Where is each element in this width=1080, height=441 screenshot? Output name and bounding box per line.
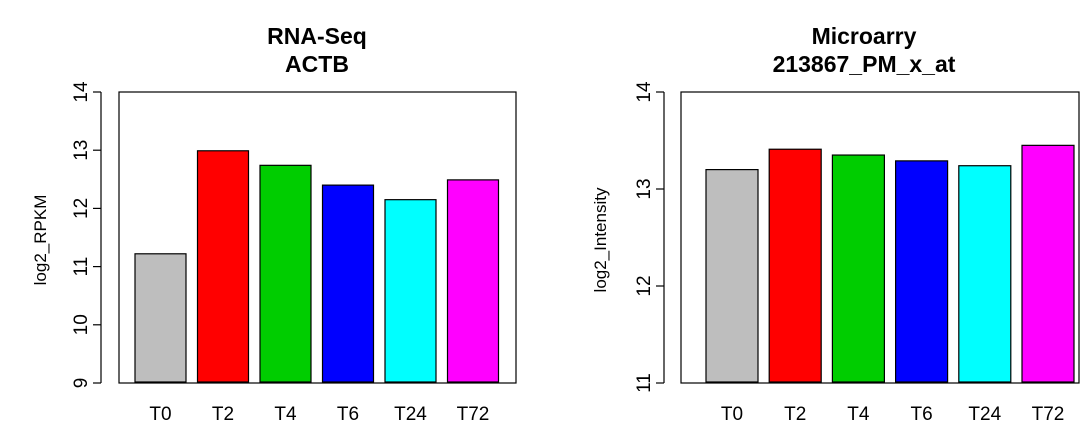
category-label-t24: T24 [394, 404, 427, 425]
category-label-t2: T2 [784, 404, 806, 425]
y-tick-label: 13 [634, 178, 655, 199]
y-axis: 9 10 11 12 13 14 [71, 81, 102, 389]
chart-title: Microarry [812, 23, 917, 49]
category-label-t4: T4 [847, 404, 870, 425]
x-axis-labels: T0 T2 T4 T6 T24 T72 [721, 404, 1064, 425]
bar-t24 [958, 165, 1012, 383]
category-label-t6: T6 [911, 404, 933, 425]
bar-t6 [321, 184, 375, 383]
y-tick-label: 14 [634, 81, 655, 103]
x-axis-labels: T0 T2 T4 T6 T24 T72 [149, 404, 489, 425]
category-label-t4: T4 [274, 404, 297, 425]
plot-frame [680, 91, 1080, 384]
bar-t2 [196, 150, 250, 383]
bar-t72 [446, 179, 500, 383]
y-axis-label: log2_RPKM [31, 195, 50, 286]
category-label-t72: T72 [457, 404, 490, 425]
y-tick-label: 14 [71, 81, 92, 103]
chart-title: RNA-Seq [267, 23, 367, 49]
y-axis-label: log2_Intensity [591, 187, 610, 292]
bar-t4 [831, 154, 886, 383]
y-tick-label: 11 [634, 373, 655, 393]
bar-t24 [384, 199, 437, 383]
y-tick-label: 9 [71, 378, 92, 389]
y-tick-label: 10 [71, 314, 92, 335]
bars-group [134, 150, 500, 383]
category-label-t24: T24 [968, 404, 1001, 425]
bars-group [705, 144, 1075, 383]
y-axis: 11 12 13 14 [634, 81, 665, 393]
bar-t2 [768, 148, 822, 383]
y-tick-label: 13 [71, 140, 92, 161]
category-label-t6: T6 [337, 404, 359, 425]
bar-t4 [259, 164, 312, 383]
plot-frame [118, 91, 517, 384]
bar-t72 [1021, 144, 1075, 383]
category-label-t0: T0 [149, 404, 171, 425]
bar-t6 [894, 160, 949, 383]
chart-subtitle: ACTB [285, 51, 349, 77]
microarray-panel: Microarry 213867_PM_x_at log2_Intensity … [591, 23, 1080, 425]
category-label-t72: T72 [1032, 404, 1065, 425]
category-label-t0: T0 [721, 404, 743, 425]
bar-t0 [705, 169, 759, 383]
y-tick-label: 11 [71, 257, 92, 277]
y-tick-label: 12 [634, 275, 655, 296]
chart-subtitle: 213867_PM_x_at [773, 51, 956, 77]
bar-t0 [134, 253, 187, 383]
y-tick-label: 12 [71, 198, 92, 219]
category-label-t2: T2 [212, 404, 234, 425]
